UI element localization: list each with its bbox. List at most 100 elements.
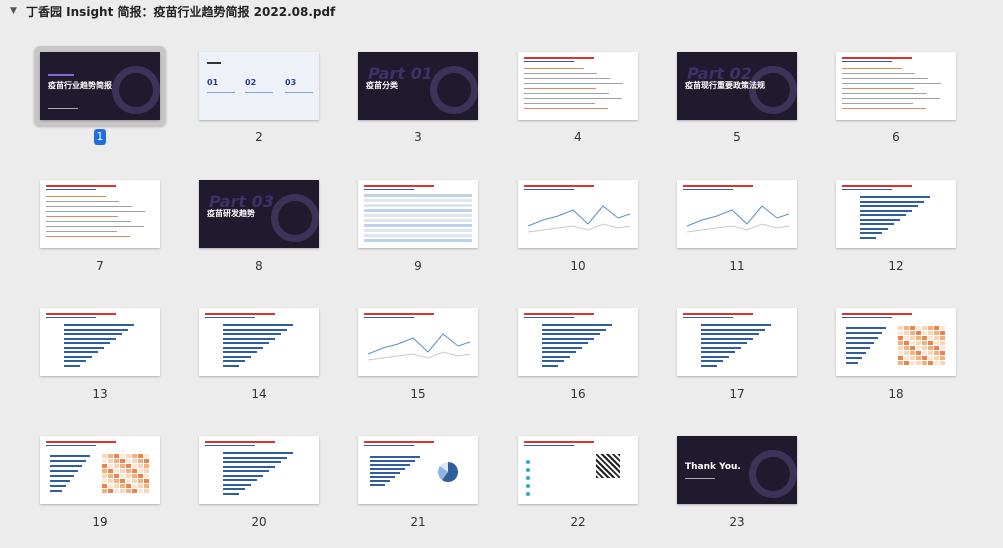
heatmap-cell	[928, 326, 933, 330]
page-thumbnail[interactable]	[518, 180, 638, 248]
bar-preview	[542, 360, 564, 362]
heatmap-cell	[102, 474, 107, 478]
page-thumbnail[interactable]: 疫苗行业趋势简报	[40, 52, 160, 120]
heatmap-cell	[916, 326, 921, 330]
page-number-label[interactable]: 20	[251, 515, 267, 529]
table-row-line	[364, 194, 472, 197]
heatmap-cell	[922, 361, 927, 365]
page-thumbnail[interactable]	[358, 308, 478, 376]
line-chart-preview	[367, 333, 471, 361]
page-thumbnail[interactable]	[358, 180, 478, 248]
page-number-label[interactable]: 1	[94, 129, 106, 145]
text-line	[524, 78, 610, 79]
page-thumbnail[interactable]	[518, 436, 638, 504]
bar-preview	[223, 355, 251, 358]
heatmap-cell	[904, 351, 909, 355]
page-thumbnail[interactable]	[677, 180, 797, 248]
heatmap-cell	[132, 479, 137, 483]
page-number-label[interactable]: 6	[892, 130, 900, 144]
heatmap-cell	[132, 474, 137, 478]
heatmap-cell	[132, 489, 137, 493]
bar-preview	[701, 351, 735, 353]
page-number-label[interactable]: 16	[570, 387, 586, 401]
bar-preview	[542, 333, 600, 335]
bar-preview	[846, 332, 882, 334]
page-thumbnail[interactable]: Thank You.	[677, 436, 797, 504]
page-thumbnail[interactable]: Part 02 疫苗现行重要政策法规	[677, 52, 797, 120]
heatmap-cell	[928, 336, 933, 340]
heatmap-cell	[898, 346, 903, 350]
heatmap-cell	[144, 459, 149, 463]
text-line	[842, 73, 915, 74]
text-line	[46, 216, 118, 217]
page-thumbnail[interactable]	[836, 308, 956, 376]
page-number-label[interactable]: 15	[410, 387, 426, 401]
page-number-label[interactable]: 14	[251, 387, 267, 401]
page-thumbnail[interactable]	[836, 52, 956, 120]
page-number-label[interactable]: 23	[729, 515, 745, 529]
page-thumbnail[interactable]	[40, 436, 160, 504]
page-number-label[interactable]: 5	[733, 130, 741, 144]
page-number-label[interactable]: 18	[888, 387, 904, 401]
heatmap-cell	[120, 489, 125, 493]
heatmap-cell	[138, 484, 143, 488]
page-number-label[interactable]: 13	[92, 387, 108, 401]
slide-logo-mark	[112, 66, 160, 114]
page-thumbnail[interactable]	[518, 308, 638, 376]
page-thumbnail[interactable]	[836, 180, 956, 248]
text-line	[46, 196, 106, 197]
slide-title: Thank You.	[685, 462, 741, 472]
page-thumbnail[interactable]	[518, 52, 638, 120]
bar-preview	[846, 327, 886, 329]
bar-preview	[370, 468, 405, 470]
bar-preview	[860, 218, 900, 221]
slide-subheading-bar	[205, 445, 255, 446]
bar-preview	[223, 351, 257, 353]
cover-footer-line	[48, 108, 78, 109]
page-number-label[interactable]: 3	[414, 130, 422, 144]
text-line	[524, 68, 584, 69]
bar-preview	[846, 342, 874, 344]
page-number-label[interactable]: 21	[410, 515, 426, 529]
page-number-label[interactable]: 11	[729, 259, 745, 273]
page-number-label[interactable]: 10	[570, 259, 586, 273]
page-thumbnail[interactable]	[358, 436, 478, 504]
trend-line	[367, 333, 471, 355]
bar-preview	[223, 483, 251, 486]
page-number-label[interactable]: 19	[92, 515, 108, 529]
bar-preview	[542, 351, 576, 353]
bar-preview	[50, 460, 86, 462]
page-thumbnail[interactable]: Part 03 疫苗研发趋势	[199, 180, 319, 248]
bar-preview	[701, 337, 753, 340]
page-thumbnail[interactable]: 01 02 03	[199, 52, 319, 120]
table-row-line	[364, 204, 472, 207]
bar-preview	[50, 455, 90, 457]
page-number-label[interactable]: 17	[729, 387, 745, 401]
text-line	[842, 103, 913, 104]
page-number-label[interactable]: 8	[255, 259, 263, 273]
chevron-down-icon[interactable]: ▼	[10, 6, 17, 16]
page-thumbnail[interactable]	[40, 180, 160, 248]
text-line	[842, 68, 902, 69]
table-row-line	[364, 214, 472, 217]
heatmap-cell	[138, 469, 143, 473]
bar-preview	[860, 227, 888, 230]
page-thumbnail[interactable]	[40, 308, 160, 376]
heatmap-cell	[916, 341, 921, 345]
page-number-label[interactable]: 12	[888, 259, 904, 273]
bar-preview	[64, 328, 128, 331]
bar-preview	[223, 492, 239, 495]
page-number-label[interactable]: 4	[574, 130, 582, 144]
page-number-label[interactable]: 22	[570, 515, 586, 529]
page-number-label[interactable]: 7	[96, 259, 104, 273]
page-number-label[interactable]: 2	[255, 130, 263, 144]
slide-heading-bar	[524, 441, 594, 443]
page-thumbnail[interactable]	[677, 308, 797, 376]
heatmap-cell	[916, 356, 921, 360]
page-thumbnail[interactable]: Part 01 疫苗分类	[358, 52, 478, 120]
text-line	[842, 98, 940, 99]
page-thumbnail[interactable]	[199, 308, 319, 376]
page-thumbnail[interactable]	[199, 436, 319, 504]
page-number-label[interactable]: 9	[414, 259, 422, 273]
